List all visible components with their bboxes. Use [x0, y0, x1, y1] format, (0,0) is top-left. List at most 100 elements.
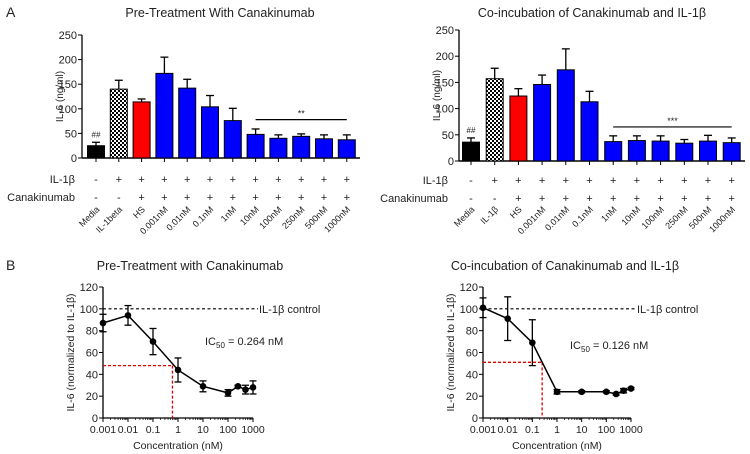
media-significance-mark: ## [467, 126, 476, 135]
y-tick-label: 80 [86, 326, 98, 338]
y-tick-label: 250 [436, 25, 454, 37]
data-point [578, 388, 585, 396]
x-tick-label: 10 [197, 424, 209, 436]
y-tick-label: 50 [442, 130, 454, 142]
bar [675, 142, 694, 162]
x-tick-label: 0.1 [525, 424, 540, 436]
y-axis-label: IL-6 (ng/ml) [432, 70, 443, 121]
treatment-mark: + [705, 175, 711, 187]
bar [109, 88, 128, 159]
treatment-mark: - [469, 175, 473, 187]
treatment-mark: + [728, 193, 734, 205]
panel-label-a: A [6, 4, 16, 20]
treatment-mark: + [539, 175, 545, 187]
treatment-mark: + [161, 192, 167, 204]
treatment-row-label: Canakinumab [7, 192, 75, 204]
x-tick-label: 0.1 [146, 424, 161, 436]
treatment-mark: - [117, 192, 121, 204]
bar [509, 95, 528, 162]
category-label: 100nM [639, 204, 666, 231]
treatment-mark: + [184, 174, 190, 186]
category-label: IL-1β [478, 204, 500, 226]
bar-chart-coincubation: Co-incubation of Canakinumab and IL-1β IL… [380, 6, 745, 236]
bar [580, 101, 599, 162]
y-tick-label: 150 [436, 77, 454, 89]
category-label: 250nM [663, 204, 690, 231]
y-tick-label: 20 [466, 391, 478, 403]
y-tick-label: 0 [448, 156, 454, 168]
treatment-mark: + [515, 193, 521, 205]
x-tick-label: 1000 [619, 424, 643, 436]
category-label: 1000nM [707, 204, 737, 234]
treatment-mark: + [275, 174, 281, 186]
y-tick-label: 0 [472, 413, 478, 425]
treatment-mark: + [321, 192, 327, 204]
treatment-mark: + [184, 192, 190, 204]
treatment-mark: + [344, 174, 350, 186]
treatment-mark: + [563, 193, 569, 205]
bar [132, 101, 151, 159]
category-label: HS [508, 204, 524, 220]
x-tick-label: 10 [576, 424, 588, 436]
x-tick-label: 0.01 [497, 424, 518, 436]
bar [533, 83, 552, 162]
category-label: 1nM [219, 204, 238, 223]
dose-response-pretreatment: Pre-Treatment with Canakinumab IL-6 (norm… [65, 259, 320, 452]
bar [155, 72, 174, 159]
treatment-mark: + [344, 192, 350, 204]
category-label: 100nM [257, 204, 284, 231]
y-tick-label: 200 [59, 55, 77, 67]
treatment-mark: - [493, 193, 497, 205]
y-tick-label: 20 [86, 391, 98, 403]
data-point [99, 319, 107, 327]
bar [604, 141, 623, 162]
x-tick-label: 1000 [241, 424, 265, 436]
data-point [620, 387, 627, 395]
treatment-mark: + [634, 193, 640, 205]
data-point [627, 385, 635, 392]
bar [178, 87, 197, 159]
bar [87, 145, 105, 159]
control-label: IL-1β control [259, 304, 320, 316]
data-point [504, 315, 511, 322]
chart-title: Pre-Treatment with Canakinumab [97, 259, 283, 273]
treatment-mark: + [161, 174, 167, 186]
treatment-mark: - [469, 193, 473, 205]
chart-title: Pre-Treatment With Canakinumab [125, 6, 314, 20]
bar [462, 141, 480, 162]
treatment-mark: + [491, 175, 497, 187]
bar [223, 120, 242, 159]
media-significance-mark: ## [92, 130, 101, 139]
category-label: 0.01nM [543, 204, 571, 232]
treatment-mark: + [657, 175, 663, 187]
y-tick-label: 0 [71, 153, 77, 165]
bar [627, 140, 646, 162]
bar [651, 140, 670, 162]
x-tick-label: 0.01 [118, 424, 139, 436]
y-tick-label: 100 [59, 104, 77, 116]
treatment-row-label: IL-1β [50, 174, 75, 186]
bar [722, 142, 741, 162]
data-point [149, 338, 157, 345]
y-tick-label: 100 [436, 104, 454, 116]
treatment-mark: + [681, 193, 687, 205]
treatment-mark: + [705, 193, 711, 205]
treatment-mark: + [586, 175, 592, 187]
treatment-mark: + [515, 175, 521, 187]
treatment-mark: + [728, 175, 734, 187]
significance-stars: ** [298, 109, 306, 119]
treatment-mark: + [539, 193, 545, 205]
x-tick-label: 1 [175, 424, 181, 436]
treatment-mark: + [610, 175, 616, 187]
y-tick-label: 60 [466, 348, 478, 360]
data-point [124, 312, 132, 319]
treatment-mark: + [586, 193, 592, 205]
control-label: IL-1β control [637, 304, 698, 316]
y-tick-label: 60 [86, 348, 98, 360]
treatment-mark: + [298, 174, 304, 186]
x-tick-label: 0.001 [470, 424, 496, 436]
panel-label-b: B [6, 257, 15, 273]
treatment-mark: + [610, 193, 616, 205]
category-label: HS [131, 204, 147, 220]
